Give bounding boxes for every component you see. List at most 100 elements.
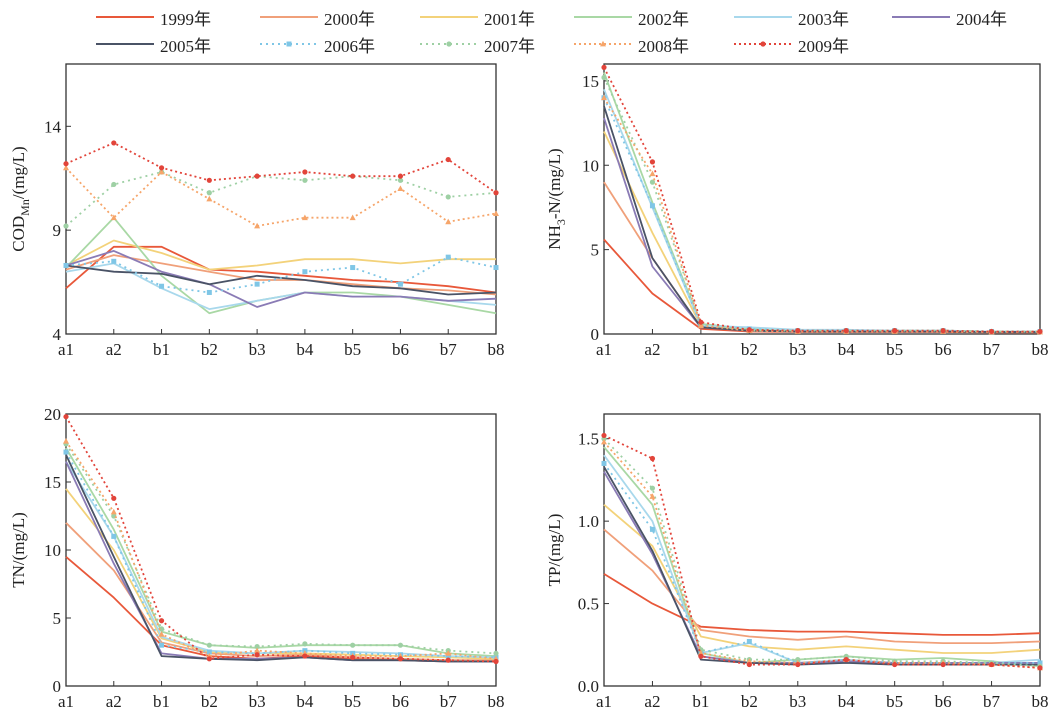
- series-2005年: [65, 454, 496, 663]
- series-2004年: [65, 461, 496, 663]
- data-point: [601, 74, 607, 81]
- x-tick-label: b6: [392, 692, 409, 711]
- x-tick-label: a2: [106, 692, 122, 711]
- data-point: [397, 173, 404, 179]
- y-tick-label: 20: [44, 405, 61, 424]
- data-point: [206, 195, 213, 202]
- series-line: [603, 438, 1041, 668]
- data-point: [63, 262, 69, 268]
- legend-swatch: [420, 41, 478, 47]
- data-point: [649, 203, 655, 209]
- data-point: [795, 661, 801, 668]
- data-point: [746, 658, 753, 664]
- data-point: [159, 642, 165, 648]
- series-2009年: [601, 432, 1043, 671]
- series-2008年: [63, 438, 499, 662]
- data-point: [350, 642, 356, 648]
- data-point: [795, 657, 801, 663]
- y-tick-label: 9: [53, 221, 62, 240]
- series-2009年: [63, 414, 499, 665]
- data-point: [254, 643, 260, 650]
- series-line: [603, 504, 1041, 654]
- legend-label: 2003年: [798, 9, 849, 29]
- x-tick-label: b7: [983, 340, 1001, 359]
- panel-codmn: a1 a2 b1 b2 b3 b4 b5 b6 b7 b8 4 9 14 CODMn/(mg/L): [9, 63, 505, 359]
- data-point: [206, 649, 212, 655]
- data-point: [697, 322, 704, 328]
- x-tick-label: b7: [440, 340, 458, 359]
- data-point: [892, 661, 898, 668]
- data-point: [302, 169, 308, 175]
- series-line: [603, 97, 1040, 333]
- legend-label: 2001年: [484, 9, 535, 29]
- data-point: [892, 328, 898, 334]
- x-tick-label: b5: [886, 692, 903, 711]
- legend-swatch-marker: [286, 41, 292, 47]
- data-point: [940, 661, 946, 668]
- x-tick-label: b8: [1032, 340, 1049, 359]
- x-tick-label: b1: [692, 692, 709, 711]
- series-line: [65, 256, 497, 294]
- data-point: [795, 328, 801, 334]
- data-point: [158, 631, 165, 637]
- data-point: [746, 661, 752, 668]
- data-point: [397, 642, 404, 648]
- data-point: [1037, 660, 1043, 666]
- data-point: [649, 179, 656, 185]
- series-line: [603, 528, 1041, 644]
- plot-frame: [603, 413, 1041, 687]
- legend-swatch: [734, 16, 792, 18]
- x-tick-label: a1: [58, 340, 74, 359]
- legend-swatch: [260, 16, 318, 18]
- series-line: [603, 181, 1040, 333]
- data-point: [1037, 665, 1043, 671]
- data-point: [493, 190, 499, 196]
- y-tick-label: 14: [44, 117, 62, 136]
- legend-label: 2007年: [484, 36, 535, 56]
- data-point: [206, 289, 212, 295]
- series-line: [603, 117, 1040, 333]
- legend-item: 2001年: [416, 6, 535, 29]
- data-point: [493, 658, 499, 665]
- series-2000年: [603, 528, 1041, 644]
- x-tick-label: b4: [838, 340, 856, 359]
- series-2009年: [63, 140, 499, 196]
- data-point: [63, 438, 69, 444]
- series-2008年: [601, 94, 1043, 335]
- series-line: [65, 461, 497, 659]
- x-tick-label: a2: [644, 692, 660, 711]
- data-point: [843, 328, 849, 334]
- series-2004年: [65, 249, 497, 308]
- series-2003年: [603, 88, 1040, 333]
- x-tick-label: b4: [296, 692, 314, 711]
- data-point: [158, 168, 165, 175]
- x-tick-label: b5: [344, 692, 361, 711]
- data-point: [445, 194, 451, 200]
- data-point: [206, 656, 212, 662]
- data-point: [493, 650, 499, 656]
- data-point: [397, 185, 404, 192]
- y-tick-label: 15: [44, 473, 61, 492]
- data-point: [111, 533, 117, 539]
- data-point: [206, 177, 212, 183]
- y-tick-label: 10: [44, 541, 61, 560]
- series-line: [65, 447, 497, 657]
- x-tick-label: b3: [789, 692, 806, 711]
- series-2001年: [603, 131, 1040, 333]
- legend-label: 1999年: [160, 9, 211, 29]
- series-line: [65, 488, 497, 660]
- x-tick-label: b8: [1032, 692, 1049, 711]
- series-line: [603, 466, 1040, 666]
- legend-label: 2006年: [324, 36, 375, 56]
- y-tick-label: 10: [582, 156, 599, 175]
- y-tick-label: 5: [591, 241, 600, 260]
- series-2000年: [65, 254, 497, 296]
- x-tick-label: b6: [392, 340, 409, 359]
- plot-frame: [603, 63, 1041, 335]
- data-point: [649, 159, 656, 165]
- series-line: [603, 446, 1041, 668]
- data-point: [698, 319, 704, 325]
- x-tick-label: b3: [249, 692, 266, 711]
- x-tick-label: b1: [153, 692, 170, 711]
- data-point: [349, 214, 356, 221]
